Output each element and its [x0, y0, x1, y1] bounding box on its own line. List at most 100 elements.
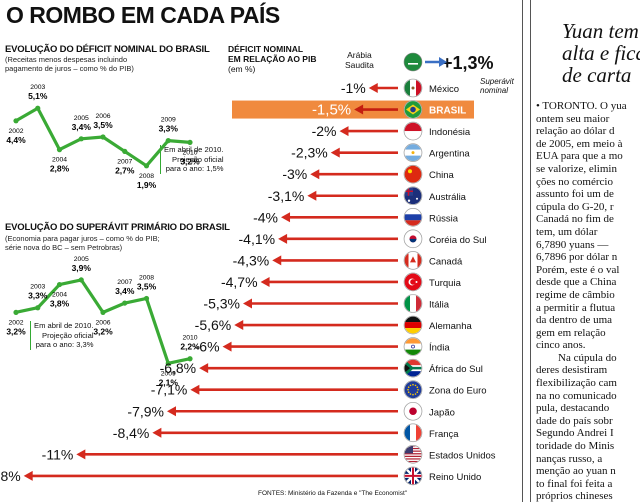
body-line: regime de câmbio [536, 288, 615, 301]
arrow-row: -3,1% Austrália [268, 186, 467, 206]
article-column: Yuan tem alta e fica de carta • TORONTO. O… [536, 0, 640, 502]
flag-graphic [404, 122, 422, 140]
note-line: Em abril de 2010. [164, 145, 224, 154]
primary-subtitle-line: (Economia para pagar juros – como % do P… [5, 234, 160, 243]
value-label: 3,8% [50, 299, 70, 309]
deficit-value-label: -1,5% [312, 102, 351, 119]
deficit-arrow-head [190, 384, 200, 395]
value-label: 3,2% [6, 326, 26, 336]
deficit-arrow-head [243, 298, 253, 309]
headline-line: de carta [562, 63, 632, 87]
value-label: 3,4% [72, 122, 92, 132]
data-point [122, 148, 128, 154]
data-point [165, 360, 171, 366]
body-line: 6,7896 por dólar n [536, 251, 618, 264]
value-label: 3,5% [93, 120, 113, 130]
flag-graphic [404, 101, 422, 118]
headline-line: alta e fica [562, 41, 640, 65]
arrow-row: -2% Indonésia [312, 121, 471, 141]
flag-graphic [404, 208, 422, 226]
note-line: Projeção oficial [172, 154, 224, 164]
data-point [56, 281, 63, 288]
year-label: 2010 [182, 335, 197, 342]
year-label: 2003 [30, 84, 45, 91]
country-label: Argentina [429, 149, 470, 160]
body-line: flexibilização cam [536, 377, 617, 390]
year-label: 2010 [182, 149, 197, 156]
deficit-value-label: -6,8% [160, 360, 197, 376]
data-point [143, 163, 150, 169]
value-label: 2,1% [159, 377, 179, 387]
value-label: 3,5% [137, 281, 157, 291]
data-point [100, 309, 106, 315]
country-label: Coréia do Sul [429, 235, 487, 246]
year-label: 2008 [139, 274, 154, 281]
data-point [122, 300, 128, 306]
arrow-row: -4,7% Turquia [221, 272, 462, 292]
primary-chart-subtitle: (Economia para pagar juros – como % do P… [5, 234, 160, 252]
nominal-chart-subtitle: (Receitas menos despesas incluindo pagam… [5, 55, 134, 73]
note-line: para o ano: 1,5% [165, 164, 224, 173]
deficit-value-label: -8,4% [113, 425, 150, 441]
body-line: menção ao yuan n [536, 465, 616, 478]
year-label: 2009 [161, 117, 176, 124]
primary-note: Em abril de 2010. Projeção oficial para … [30, 321, 94, 350]
country-label: Índia [429, 343, 450, 354]
chart-canvas: 20024,4%20035,1%20042,8%20053,4%20063,5%… [0, 52, 496, 486]
column-divider [522, 0, 523, 502]
data-point [100, 134, 106, 140]
deficit-arrow-head [281, 212, 291, 223]
body-line: deres desistiram [536, 364, 608, 377]
flag-graphic [404, 402, 422, 420]
body-line: pula, destacando [536, 402, 610, 415]
body-line: • TORONTO. O yua [536, 100, 627, 112]
flag-graphic [404, 338, 422, 356]
country-label: Turquia [429, 278, 462, 289]
data-point [187, 356, 193, 362]
deficit-value-label: -2,3% [291, 145, 328, 161]
arrow-row: -7,1% Zona do Euro [151, 380, 487, 400]
deficit-arrow-head [368, 83, 378, 93]
data-point [78, 136, 84, 142]
flag-graphic [404, 445, 422, 463]
value-label: 3,3% [159, 124, 179, 134]
deficit-value-label: -4% [253, 209, 278, 225]
year-label: 2009 [161, 370, 176, 377]
arrow-row: -5,6% Alemanha [195, 315, 472, 335]
data-point [78, 277, 84, 283]
flag-graphic [404, 79, 422, 97]
year-label: 2006 [95, 319, 110, 326]
saudi-label: Arábia Saudita [345, 50, 374, 70]
year-label: 2007 [117, 158, 132, 165]
arrow-row: -4,3% Canadá [233, 251, 463, 270]
value-label: 3,2% [180, 156, 200, 166]
arrow-row: -12,8% Reino Unido [0, 466, 481, 486]
arrow-row: -1,5% BRASIL [312, 100, 466, 119]
year-label: 2004 [52, 292, 67, 299]
deficit-arrow-head [339, 126, 349, 137]
deficit-arrow-head [330, 147, 340, 158]
arrow-row: -2,3% Argentina [291, 143, 470, 162]
body-line: assunto foi um de [536, 188, 614, 201]
deficit-value-label: -11% [42, 446, 74, 462]
bar-chart-header: DÉFICIT NOMINAL EM RELAÇÃO AO PIB (em %) [228, 44, 316, 74]
year-label: 2005 [74, 115, 89, 122]
country-label: Itália [429, 300, 450, 311]
body-line: EUA para que a mo [536, 150, 623, 163]
body-line: cinco anos. [536, 339, 586, 352]
body-line: Segundo Andrei I [536, 427, 614, 440]
deficit-value-label: -4,7% [221, 274, 258, 290]
year-label: 2002 [8, 128, 23, 135]
body-line: nanças russo, a [536, 452, 603, 465]
country-label: Estados Unidos [429, 450, 496, 461]
nominal-subtitle-line: (Receitas menos despesas incluindo [5, 55, 128, 64]
deficit-value-label: -1% [341, 80, 366, 96]
country-label: Rússia [429, 213, 459, 224]
primary-subtitle-line: série nova do BC – sem Petrobras) [5, 243, 123, 252]
arrow-row: -6,8% África do Sul [160, 358, 483, 378]
value-label: 2,7% [115, 165, 135, 175]
value-label: 2,2% [180, 342, 200, 352]
arrow-row: -5,3% Itália [203, 294, 450, 313]
year-label: 2008 [139, 173, 154, 180]
value-label: 1,9% [137, 180, 157, 190]
